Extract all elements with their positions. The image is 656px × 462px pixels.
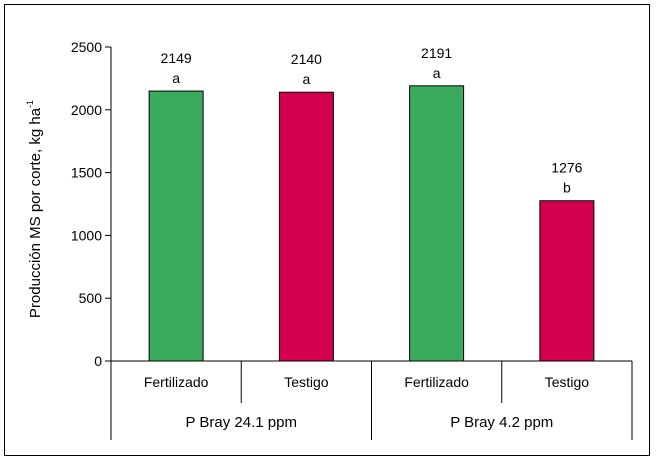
y-axis-label: Producción MS por corte, kg ha-1 — [25, 100, 44, 318]
bar-letter-label: a — [433, 65, 441, 81]
bar — [409, 85, 465, 362]
bar-labels: 2149 a 2140 a 2191 a 1276 b — [161, 45, 583, 196]
x-axis: Fertilizado Testigo Fertilizado Testigo P Br… — [110, 360, 633, 440]
x-category-label: Testigo — [284, 374, 329, 390]
y-tick-label: 1500 — [71, 165, 102, 181]
y-tick-label: 1000 — [71, 227, 102, 243]
x-category-label: Testigo — [545, 374, 590, 390]
x-category-label: Fertilizado — [404, 374, 469, 390]
y-tick-label: 500 — [79, 290, 103, 306]
y-axis-label-text: Producción MS por corte, kg ha — [27, 107, 44, 318]
bar — [539, 200, 595, 362]
y-tick-label: 2500 — [71, 39, 102, 55]
y-tick-label: 0 — [94, 353, 102, 369]
bar-value-label: 2191 — [421, 45, 452, 61]
bar — [278, 91, 334, 362]
chart-frame — [4, 4, 650, 456]
y-axis-label-superscript: -1 — [25, 100, 35, 108]
x-category-label: Fertilizado — [144, 374, 209, 390]
bar-letter-label: a — [302, 71, 310, 87]
y-axis: 0 500 1000 1500 2000 2500 — [71, 39, 112, 369]
bar — [148, 90, 204, 362]
bar-letter-label: b — [563, 180, 571, 196]
bars — [148, 85, 595, 362]
y-tick-label: 2000 — [71, 102, 102, 118]
bar-letter-label: a — [172, 70, 180, 86]
bar-value-label: 1276 — [551, 160, 582, 176]
bar-value-label: 2149 — [161, 50, 192, 66]
group-label: P Bray 24.1 ppm — [186, 414, 297, 431]
group-label: P Bray 4.2 ppm — [450, 414, 553, 431]
bar-value-label: 2140 — [291, 51, 322, 67]
